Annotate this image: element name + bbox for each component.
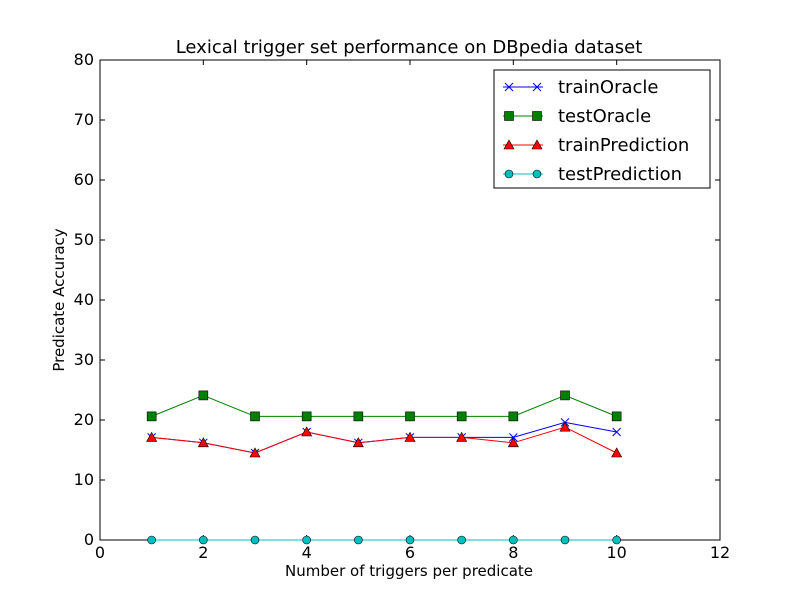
data-point-testOracle — [456, 411, 467, 422]
x-tick-label: 2 — [198, 543, 208, 562]
data-point-testOracle — [146, 411, 157, 422]
data-point-trainPrediction — [456, 431, 468, 442]
series-line-trainPrediction — [151, 426, 617, 454]
legend-marker — [532, 169, 542, 179]
legend-marker — [503, 139, 515, 150]
data-point-testOracle — [301, 411, 312, 422]
data-point-testOracle — [405, 411, 415, 422]
series-testPrediction — [147, 535, 621, 545]
y-tick-label: 10 — [74, 470, 94, 489]
legend-label: trainOracle — [558, 77, 658, 98]
data-point-testPrediction — [509, 535, 518, 545]
legend-marker — [504, 82, 514, 92]
y-tick-label: 40 — [74, 290, 94, 309]
series-testOracle — [146, 390, 622, 422]
data-point-testPrediction — [560, 535, 570, 545]
y-axis-title: Predicate Accuracy — [50, 228, 68, 371]
y-tick-label: 0 — [84, 530, 94, 549]
data-point-testPrediction — [612, 535, 621, 545]
x-tick-label: 12 — [710, 543, 730, 562]
data-point-trainPrediction — [249, 447, 261, 458]
y-tick-label: 80 — [74, 50, 94, 69]
data-point-trainPrediction — [146, 431, 158, 442]
data-point-trainPrediction — [197, 437, 209, 448]
data-point-testPrediction — [250, 535, 260, 545]
data-point-testPrediction — [199, 535, 208, 545]
x-tick-label: 10 — [606, 543, 626, 562]
x-tick-label: 8 — [508, 543, 518, 562]
data-point-trainPrediction — [611, 447, 623, 458]
chart-title: Lexical trigger set performance on DBped… — [176, 37, 643, 58]
legend-entry-testPrediction: testPrediction — [503, 164, 682, 185]
data-point-testOracle — [198, 390, 209, 401]
x-axis-title: Number of triggers per predicate — [285, 562, 533, 580]
data-point-trainPrediction — [559, 421, 571, 432]
data-point-testOracle — [250, 411, 260, 422]
y-tick-label: 50 — [74, 230, 94, 249]
y-tick-label: 20 — [74, 410, 94, 429]
data-point-testPrediction — [302, 535, 311, 545]
data-point-testOracle — [508, 411, 519, 422]
x-tick-label: 6 — [405, 543, 415, 562]
legend-entry-trainPrediction: trainPrediction — [503, 135, 689, 156]
y-tick-label: 70 — [74, 110, 94, 129]
legend: trainOracle testOracle trainPrediction test… — [493, 69, 711, 189]
series-line-testOracle — [151, 394, 617, 417]
data-point-testPrediction — [354, 535, 363, 545]
legend-entry-trainOracle: trainOracle — [503, 77, 658, 98]
data-point-trainPrediction — [507, 437, 519, 448]
legend-marker — [531, 139, 543, 150]
y-tick-label: 60 — [74, 170, 94, 189]
x-tick-label: 0 — [95, 543, 105, 562]
legend-entry-testOracle: testOracle — [503, 106, 651, 127]
data-point-testPrediction — [147, 535, 156, 545]
data-point-testPrediction — [457, 535, 466, 545]
legend-label: trainPrediction — [558, 135, 689, 156]
legend-box — [493, 69, 711, 189]
legend-label: testPrediction — [558, 164, 682, 185]
series-trainPrediction — [146, 421, 623, 458]
legend-marker — [532, 111, 542, 121]
data-point-trainPrediction — [352, 437, 364, 448]
legend-label: testOracle — [558, 106, 651, 127]
data-point-trainPrediction — [404, 431, 416, 442]
legend-marker — [504, 169, 514, 179]
data-point-testOracle — [560, 390, 570, 401]
x-tick-label: 4 — [302, 543, 312, 562]
data-point-trainPrediction — [301, 426, 313, 437]
legend-marker — [532, 82, 542, 92]
legend-marker — [504, 111, 514, 121]
y-tick-label: 30 — [74, 350, 94, 369]
data-point-testOracle — [353, 411, 364, 422]
data-point-testPrediction — [405, 535, 415, 545]
data-point-trainOracle — [612, 427, 622, 437]
data-point-testOracle — [611, 411, 622, 422]
